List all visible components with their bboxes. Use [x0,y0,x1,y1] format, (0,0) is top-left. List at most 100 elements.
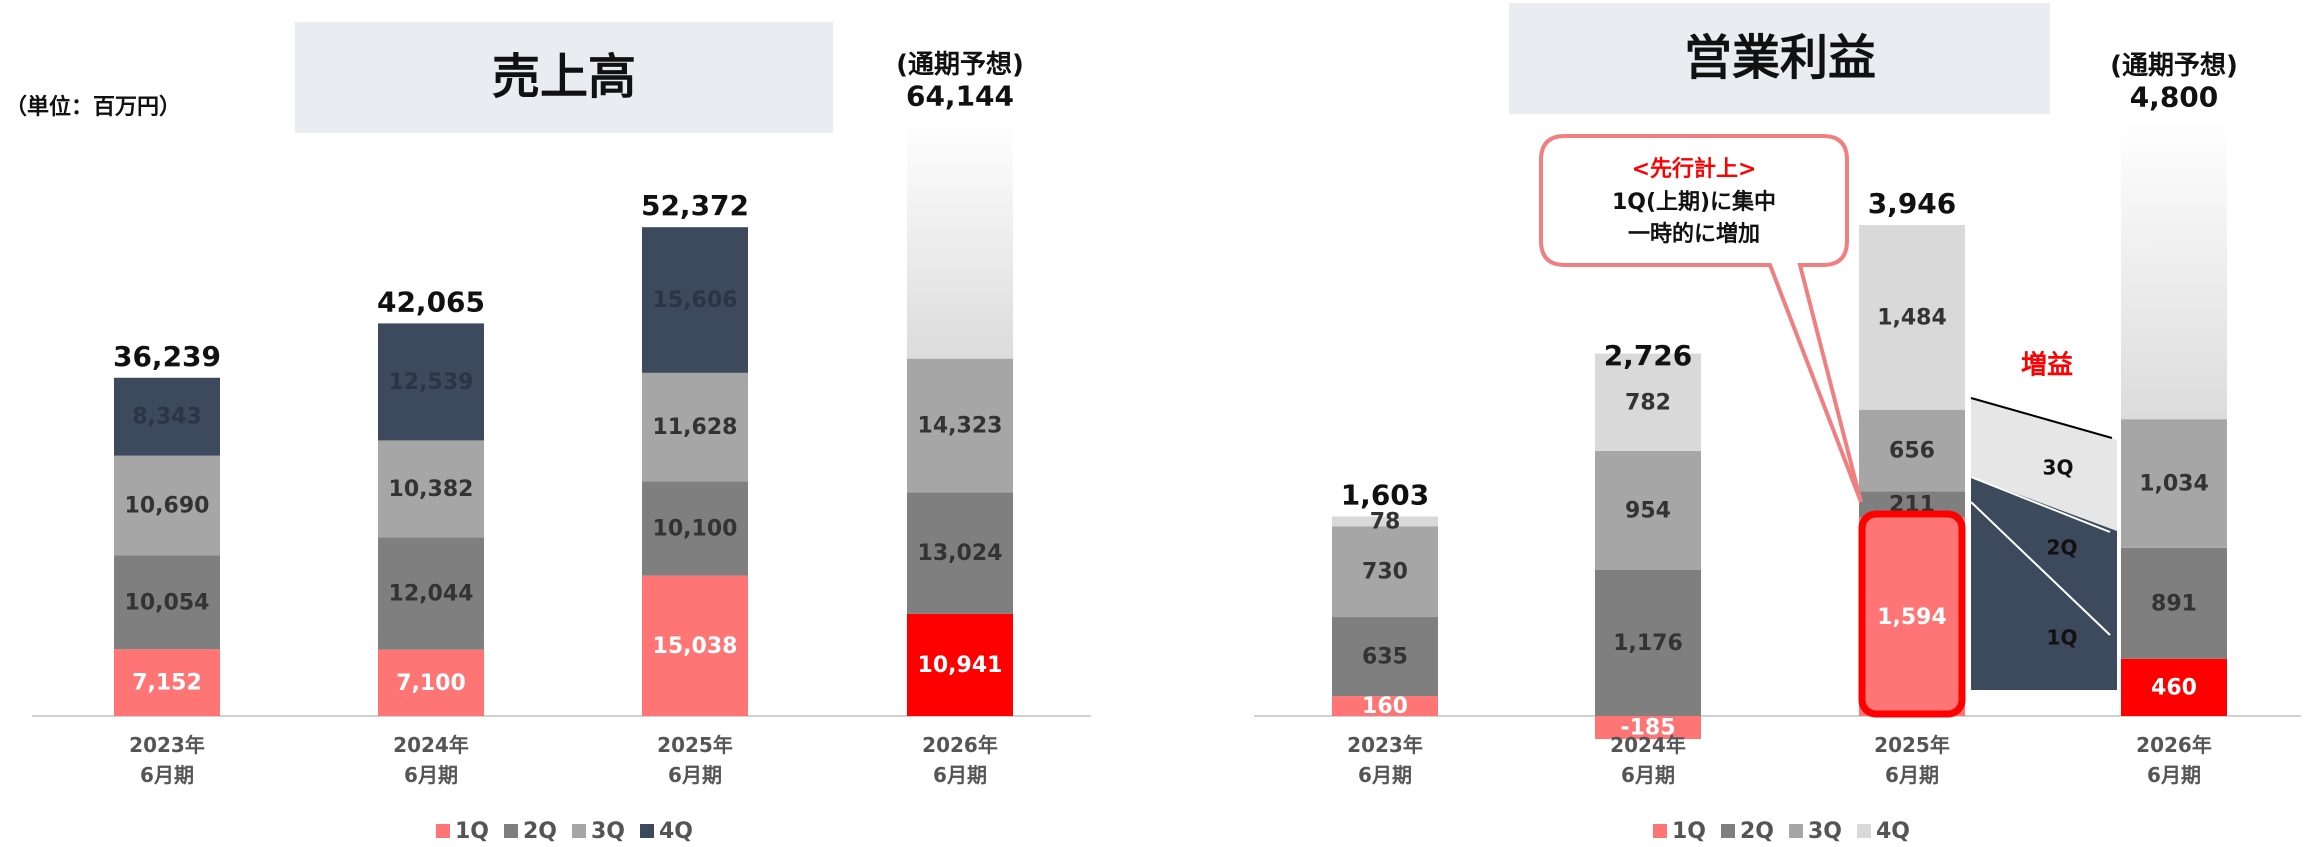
bar-segment [1595,569,1701,716]
value-label: 1,594 [1877,605,1947,630]
bar-segment [642,481,748,576]
total-label: 42,065 [377,285,485,318]
bar-segment [1859,225,1965,410]
value-label: 13,024 [918,541,1003,566]
callout-text: 1Q(上期)に集中 [1612,189,1776,215]
value-label: 1,484 [1877,305,1947,330]
bar-segment [1595,450,1701,570]
bar-segment [114,555,220,650]
bar-segment [1332,696,1438,716]
x-tick-label: 2023年 6月期 [1347,733,1423,787]
chart-title: 営業利益 [1684,30,1876,86]
value-label: 891 [2151,591,2197,616]
legend-swatch [640,824,654,838]
bar-segment [2121,419,2227,548]
unit-label: （単位：百万円） [5,94,181,120]
bar-segment [1859,409,1965,492]
forecast-label: (通期予想) [896,50,1024,80]
value-label: 635 [1362,645,1408,670]
value-label: 10,382 [389,477,474,502]
value-label: 15,038 [653,634,738,659]
value-label: -185 [1620,716,1675,741]
value-label: 1,176 [1613,631,1683,656]
value-label: 10,941 [918,653,1003,678]
bar-segment [907,613,1013,716]
callout-text: <先行計上> [1632,156,1757,182]
legend-label: 1Q [1672,819,1706,844]
bar-segment [642,575,748,716]
value-label: 7,100 [396,671,466,696]
x-tick-label: 2026年 6月期 [2136,733,2212,787]
total-label: 64,144 [906,79,1014,112]
total-label: 52,372 [641,189,749,222]
callout [1539,134,1863,503]
bar-segment [2121,118,2227,420]
value-label: 954 [1625,498,1671,523]
legend-swatch [436,824,450,838]
total-label: 3,946 [1868,187,1957,220]
annotation: 増益 [2021,351,2073,381]
x-tick-label: 2024年 6月期 [393,733,469,787]
bar-segment [378,537,484,650]
bar-segment [378,323,484,441]
value-label: 11,628 [653,415,738,440]
value-label: 1,034 [2139,472,2209,497]
value-label: 730 [1362,560,1408,585]
bar-segment [1332,516,1438,527]
x-tick-label: 2026年 6月期 [922,733,998,787]
total-label: 1,603 [1341,479,1430,512]
value-label: 656 [1889,439,1935,464]
value-label: 12,539 [389,370,474,395]
bar-segment [2121,547,2227,659]
annotation: 1Q [2047,626,2078,650]
legend-swatch [1721,824,1735,838]
total-label: 4,800 [2130,81,2219,114]
bar-segment [1332,526,1438,618]
legend-label: 1Q [455,819,489,844]
value-label: 7,152 [132,671,202,696]
value-label: 782 [1625,390,1671,415]
value-label: 14,323 [918,413,1003,438]
x-tick-label: 2023年 6月期 [129,733,205,787]
legend-label: 3Q [591,819,625,844]
legend-swatch [1653,824,1667,838]
value-label: 460 [2151,675,2197,700]
legends: 1Q 2Q 3Q 4Q 1Q 2Q 3Q 4Q [436,819,1910,844]
value-label: 15,606 [653,288,738,313]
bar-segment [2121,658,2227,716]
annotation: 2Q [2047,536,2078,560]
x-tick-label: 2024年 6月期 [1610,733,1686,787]
bars: 7,152 10,054 10,690 8,343 7,100 12,044 10,382 1… [114,117,2227,741]
bar-segment [1332,617,1438,697]
bar-segment [1595,716,1701,740]
arrow [1970,397,2113,439]
value-label: 78 [1370,509,1401,534]
value-label: 12,044 [389,582,474,607]
bar-segment [907,492,1013,614]
legend-swatch [504,824,518,838]
value-label: 10,100 [653,517,738,542]
title-box [295,22,833,133]
bar-segment [1859,517,1965,716]
x-tick-label: 2025年 6月期 [657,733,733,787]
arrow [1970,476,2111,533]
value-label: 8,343 [132,405,202,430]
title-box [1509,3,2050,114]
legend-label: 4Q [1876,819,1910,844]
callout-text: 一時的に増加 [1628,221,1760,247]
legend-swatch [1857,824,1871,838]
bar-segment [378,440,484,538]
bar-segment [642,227,748,373]
highlight-box [1858,510,1966,718]
arrow [1970,501,2111,636]
total-label: 2,726 [1604,339,1693,372]
bar-segment [907,117,1013,359]
chart-title: 売上高 [492,49,636,105]
bar-segment [1595,353,1701,451]
value-label: 10,054 [125,590,210,615]
legend-swatch [572,824,586,838]
legend-label: 3Q [1808,819,1842,844]
value-label: 10,690 [125,494,210,519]
